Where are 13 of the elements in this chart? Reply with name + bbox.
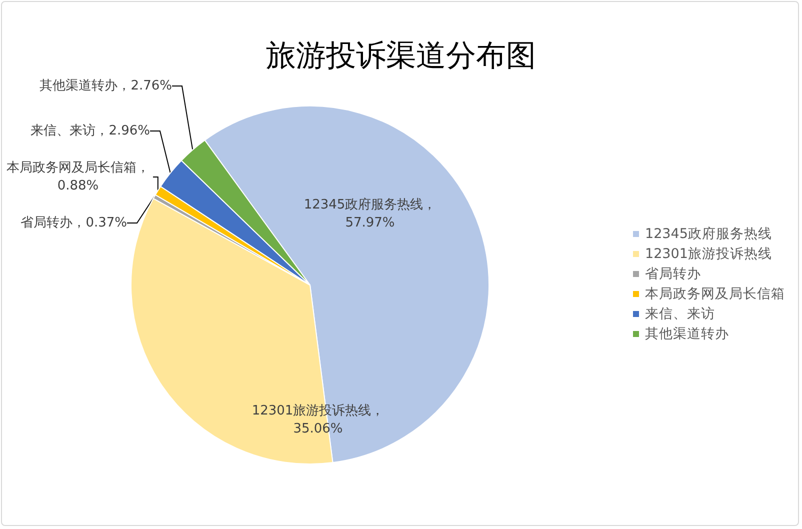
data-label: 来信、来访，2.96% [30,122,150,138]
data-label: 其他渠道转办，2.76% [40,78,172,94]
legend-label: 12301旅游投诉热线 [645,246,772,262]
legend-label: 12345政府服务热线 [645,226,772,242]
chart-title: 旅游投诉渠道分布图 [266,38,536,74]
legend-label: 省局转办 [645,266,701,282]
data-label: 12301旅游投诉热线，35.06% [252,404,384,436]
legend-label: 本局政务网及局长信箱 [645,286,785,302]
legend-label: 其他渠道转办 [645,326,729,342]
data-label: 省局转办，0.37% [20,216,127,230]
data-label: 12345政府服务热线，57.97% [304,196,436,230]
legend-label: 来信、来访 [645,306,715,322]
data-label: 本局政务网及局长信箱，0.88% [6,160,150,194]
